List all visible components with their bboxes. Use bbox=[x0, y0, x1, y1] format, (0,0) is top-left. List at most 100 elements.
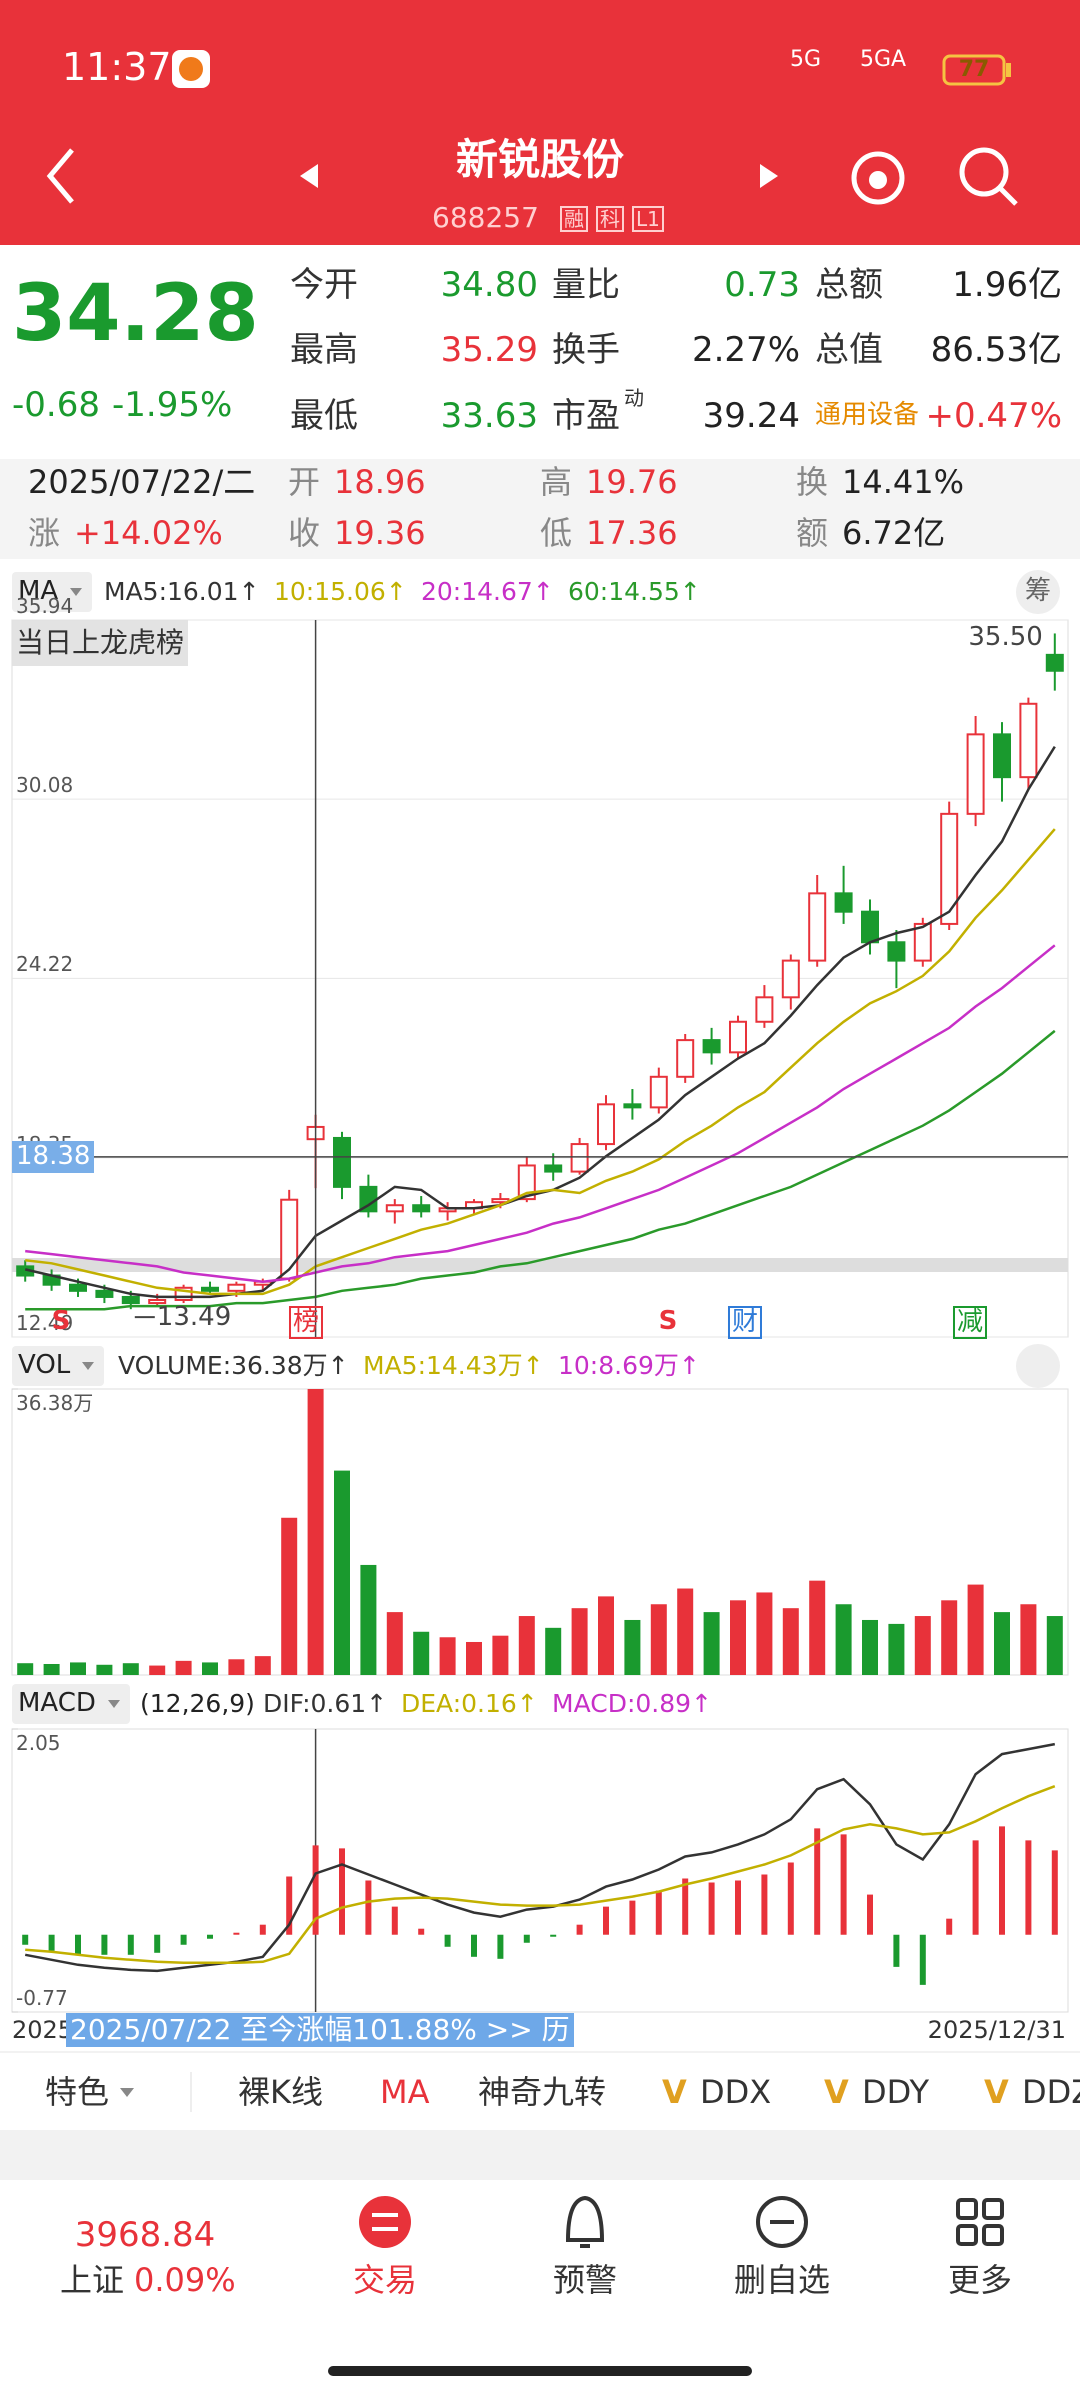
ma-button[interactable] bbox=[12, 572, 92, 612]
toolbar-prefix: V bbox=[662, 2072, 687, 2111]
legend-entry: 10:8.69万↑ bbox=[558, 1351, 700, 1380]
y-tick-label: 2.05 bbox=[16, 1731, 61, 1755]
volume-bar bbox=[835, 1604, 852, 1675]
battery bbox=[942, 54, 1006, 86]
index-value: 3968.84 bbox=[74, 2214, 216, 2255]
info-value: 19.76 bbox=[586, 462, 678, 501]
candle-body bbox=[1045, 653, 1064, 672]
candle-body bbox=[280, 1198, 299, 1280]
toolbar-item[interactable]: 裸K线 bbox=[238, 2072, 323, 2111]
legend-entry: VOLUME:36.38万↑ bbox=[118, 1351, 349, 1380]
toolbar-prefix: V bbox=[824, 2072, 849, 2111]
toolbar-item[interactable]: DDY bbox=[862, 2072, 930, 2111]
index-name: 上证 bbox=[60, 2260, 125, 2299]
legend-entry: MA5:14.43万↑ bbox=[363, 1351, 544, 1380]
volume-bar bbox=[598, 1596, 614, 1675]
candle-body bbox=[95, 1289, 114, 1298]
volume-bar bbox=[730, 1600, 746, 1675]
candle-body bbox=[517, 1164, 536, 1201]
candle-body bbox=[69, 1283, 87, 1292]
price: 34.28 bbox=[12, 269, 259, 360]
trade-icon-mark bbox=[372, 2213, 398, 2231]
candle-body bbox=[333, 1136, 351, 1188]
toolbar-item[interactable]: DDZ bbox=[1022, 2072, 1080, 2111]
toolbar-item[interactable]: 特色 bbox=[45, 2072, 110, 2111]
header-bg bbox=[0, 0, 1080, 245]
info-label: 开 bbox=[288, 462, 321, 501]
volume-bar bbox=[624, 1619, 641, 1675]
ma-line bbox=[24, 745, 1056, 1299]
candle-body bbox=[544, 1164, 563, 1173]
volume-bar bbox=[254, 1656, 271, 1675]
range-banner[interactable]: 2025/07/22 至今涨幅101.88% >> 历 bbox=[66, 2013, 574, 2047]
volume-bar bbox=[122, 1663, 139, 1675]
stat-value: 39.24 bbox=[702, 395, 800, 436]
candle-body bbox=[597, 1103, 615, 1146]
vol-button[interactable] bbox=[12, 1346, 104, 1386]
candle-body bbox=[148, 1299, 167, 1305]
volume-bar bbox=[545, 1627, 562, 1675]
index-change: 0.09% bbox=[134, 2260, 236, 2299]
nav-gap bbox=[0, 2130, 1080, 2180]
robot-button[interactable] bbox=[851, 151, 905, 205]
nav-tab[interactable]: 删自选 bbox=[733, 2260, 831, 2299]
volume-bar bbox=[307, 1389, 324, 1675]
y-tick-label: 36.38万 bbox=[16, 1391, 94, 1415]
indicator-select[interactable]: MACD bbox=[18, 1688, 96, 1719]
stat-label-sup: 动 bbox=[624, 386, 644, 410]
network: 5GA bbox=[860, 46, 907, 72]
toolbar-item[interactable]: 神奇九转 bbox=[478, 2072, 607, 2111]
volume-bar bbox=[228, 1659, 245, 1675]
indicator-select[interactable]: MA bbox=[18, 576, 59, 607]
toolbar-item[interactable]: DDX bbox=[700, 2072, 772, 2111]
stock-name: 新锐股份 bbox=[455, 134, 625, 184]
volume-bar bbox=[703, 1612, 720, 1675]
volume-bar bbox=[17, 1663, 34, 1675]
change-pct: -1.95% bbox=[112, 384, 233, 425]
macd-panel bbox=[11, 1728, 1069, 2013]
volume-bar bbox=[202, 1662, 218, 1675]
nav-tab[interactable]: 更多 bbox=[947, 2260, 1013, 2299]
candle-body bbox=[834, 892, 853, 913]
info-label: 低 bbox=[540, 513, 573, 552]
volume-bar bbox=[571, 1608, 588, 1675]
volume-bar bbox=[967, 1584, 984, 1675]
next-stock[interactable] bbox=[760, 164, 778, 188]
macd-button[interactable] bbox=[12, 1684, 130, 1724]
volume-bar bbox=[677, 1588, 694, 1675]
signal-marker: S bbox=[51, 1306, 71, 1337]
info-value: 18.96 bbox=[334, 462, 426, 501]
ma-line bbox=[25, 828, 1056, 1296]
expand-button[interactable] bbox=[1016, 1344, 1060, 1388]
indicator-select[interactable]: VOL bbox=[18, 1350, 71, 1381]
volume-bar bbox=[756, 1592, 773, 1675]
volume-bar bbox=[175, 1660, 192, 1675]
candle-body bbox=[385, 1204, 404, 1213]
candle-body bbox=[729, 1020, 747, 1054]
chip-button[interactable] bbox=[1016, 570, 1060, 614]
prev-stock[interactable] bbox=[300, 164, 318, 188]
legend-entry: MACD:0.89↑ bbox=[552, 1689, 712, 1718]
chip-label[interactable]: 筹 bbox=[1024, 576, 1052, 607]
volume-bar bbox=[888, 1623, 905, 1675]
nav-tab[interactable]: 交易 bbox=[352, 2260, 418, 2299]
y-tick-label: 30.08 bbox=[16, 773, 74, 798]
candle-body bbox=[702, 1039, 721, 1054]
volume-bar bbox=[650, 1604, 667, 1675]
nav-tab[interactable]: 预警 bbox=[552, 2260, 618, 2299]
badge: 融 bbox=[560, 206, 588, 232]
stat-label: 换手 bbox=[552, 329, 620, 370]
robot-eye bbox=[869, 171, 887, 189]
volume-bar bbox=[70, 1662, 86, 1675]
low-annotation: 13.49 bbox=[156, 1301, 232, 1332]
stat-value: 1.96亿 bbox=[952, 264, 1062, 305]
toolbar-item[interactable]: MA bbox=[380, 2072, 430, 2111]
trade-icon bbox=[359, 2196, 411, 2248]
search-button[interactable] bbox=[959, 147, 1009, 197]
legend-entry: 10:15.06↑ bbox=[274, 577, 407, 606]
back-button[interactable] bbox=[46, 148, 74, 204]
dropdown-arrow bbox=[82, 1362, 94, 1370]
tag: 当日上龙虎榜 bbox=[12, 620, 189, 666]
info-value: 19.36 bbox=[334, 513, 426, 552]
candle-body bbox=[993, 733, 1011, 779]
